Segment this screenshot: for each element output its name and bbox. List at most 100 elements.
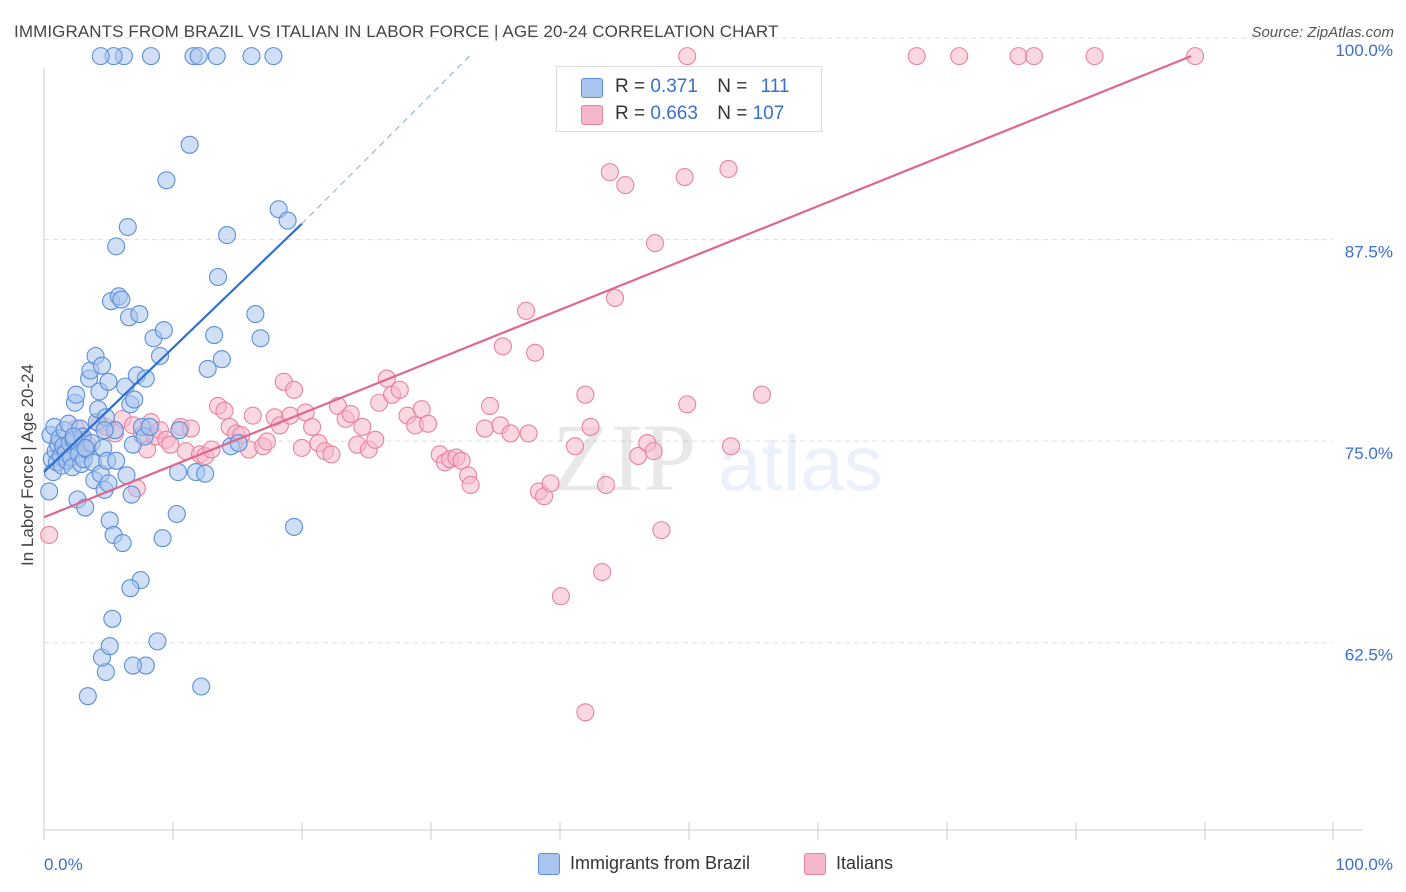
chart-title: IMMIGRANTS FROM BRAZIL VS ITALIAN IN LAB… <box>14 22 779 41</box>
brazil-point <box>242 47 261 66</box>
brazil-trendline <box>43 223 303 473</box>
italians-point <box>616 176 635 195</box>
italians-point <box>678 47 697 66</box>
legend-n-label: N = <box>717 76 748 97</box>
grid-lines <box>44 37 1333 644</box>
brazil-point <box>103 609 122 628</box>
y-tick-label: 87.5% <box>1345 243 1393 262</box>
x-tick-label: 100.0% <box>1335 855 1393 874</box>
y-tick-label: 75.0% <box>1345 444 1393 463</box>
italians-point <box>581 417 600 436</box>
legend-r-value: 0.371 <box>650 76 698 97</box>
brazil-point <box>121 579 140 598</box>
italians-point <box>719 159 738 179</box>
italians-point <box>551 587 570 606</box>
legend-r-value: 0.663 <box>650 103 698 124</box>
watermark-atlas: atlas <box>718 419 883 507</box>
brazil-point <box>100 637 119 656</box>
brazil-point <box>207 47 226 66</box>
italians-point <box>721 437 741 456</box>
legend-n-value: 107 <box>752 103 785 124</box>
brazil-point <box>180 135 199 154</box>
legend-n-value: 111 <box>760 76 790 97</box>
brazil-point <box>154 321 173 340</box>
brazil-point <box>122 485 141 504</box>
brazil-point <box>153 529 172 548</box>
italians-point <box>517 301 536 320</box>
italians-point <box>596 475 616 495</box>
y-tick-label: 62.5% <box>1345 646 1393 665</box>
brazil-point <box>217 226 237 245</box>
legend-n-label: N = <box>717 103 748 124</box>
brazil-point <box>205 325 224 345</box>
italians-point <box>40 525 59 545</box>
axes <box>43 68 1362 840</box>
italians-point <box>303 417 322 436</box>
brazil-point <box>107 237 126 256</box>
brazil-point <box>99 372 118 391</box>
brazil-point <box>125 390 144 409</box>
brazil-point <box>170 421 189 440</box>
brazil-point <box>246 305 265 324</box>
bottom-legend-swatch-italians <box>804 853 826 875</box>
legend-r-label: R = <box>615 76 646 97</box>
tick-labels: 62.5% 75.0% 87.5% 100.0% 0.0% 100.0% <box>44 41 1393 874</box>
brazil-point <box>40 482 59 501</box>
italians-point <box>1024 47 1044 66</box>
brazil-point <box>196 464 215 483</box>
brazil-point <box>141 47 161 66</box>
italians-point <box>907 47 926 66</box>
italians-point <box>501 424 520 443</box>
brazil-point <box>95 421 114 440</box>
italians-point <box>353 417 372 436</box>
brazil-point <box>212 350 231 369</box>
brazil-point <box>208 267 228 287</box>
italians-point <box>480 396 500 416</box>
brazil-point <box>118 217 137 237</box>
italians-point <box>644 442 663 461</box>
brazil-trendline-extension <box>301 55 470 225</box>
legend-r-label: R = <box>615 103 646 124</box>
brazil-point <box>278 211 297 230</box>
italians-point <box>645 234 665 253</box>
brazil-point <box>192 677 211 696</box>
italians-point <box>161 435 180 454</box>
bottom-legend-label-brazil: Immigrants from Brazil <box>570 853 751 873</box>
italians-point <box>566 437 585 456</box>
bottom-legend-swatch-brazil <box>538 853 560 875</box>
italians-point <box>243 406 262 425</box>
brazil-point <box>123 656 142 675</box>
italians-point <box>285 380 304 399</box>
italians-point <box>1009 47 1028 66</box>
italians-trendline <box>43 55 1192 519</box>
italians-point <box>593 562 612 582</box>
italians-point <box>519 424 538 443</box>
bottom-legend-label-italians: Italians <box>836 853 894 873</box>
italians-point <box>257 432 277 451</box>
watermark-zip: ZIP <box>552 404 696 511</box>
italians-point <box>675 167 694 187</box>
italians-point <box>322 445 341 464</box>
italians-point <box>419 414 438 433</box>
italians-point <box>461 475 480 495</box>
italians-point <box>541 474 560 493</box>
trendlines <box>43 55 1192 519</box>
italians-point <box>475 419 494 438</box>
italians-point <box>605 288 625 308</box>
brazil-point <box>167 504 186 524</box>
italians-point <box>576 703 595 722</box>
brazil-point <box>140 417 159 436</box>
italians-point <box>341 404 360 424</box>
brazil-point <box>148 632 167 651</box>
brazil-point <box>251 329 270 348</box>
brazil-point <box>112 290 131 309</box>
italians-point <box>1186 47 1205 66</box>
brazil-point <box>113 533 132 553</box>
italians-point <box>678 395 697 414</box>
italians-point <box>292 438 311 457</box>
brazil-point <box>189 47 208 66</box>
italians-point <box>493 337 512 356</box>
brazil-point <box>150 346 170 366</box>
italians-point <box>950 47 969 66</box>
